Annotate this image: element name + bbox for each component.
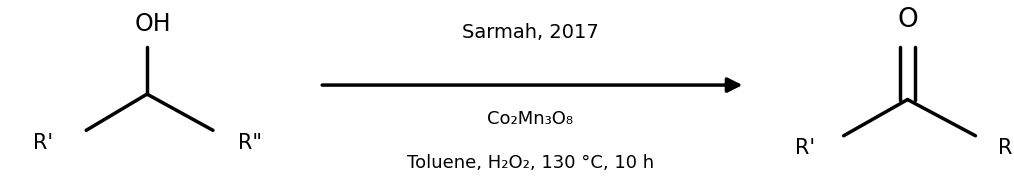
Text: R": R" bbox=[238, 133, 263, 153]
Text: R': R' bbox=[795, 138, 815, 158]
Text: Sarmah, 2017: Sarmah, 2017 bbox=[462, 23, 598, 42]
Text: R": R" bbox=[998, 138, 1014, 158]
Text: O: O bbox=[897, 7, 918, 33]
Text: R': R' bbox=[32, 133, 53, 153]
Text: Toluene, H₂O₂, 130 °C, 10 h: Toluene, H₂O₂, 130 °C, 10 h bbox=[407, 154, 654, 172]
Text: OH: OH bbox=[135, 12, 171, 36]
Text: Co₂Mn₃O₈: Co₂Mn₃O₈ bbox=[488, 110, 573, 129]
